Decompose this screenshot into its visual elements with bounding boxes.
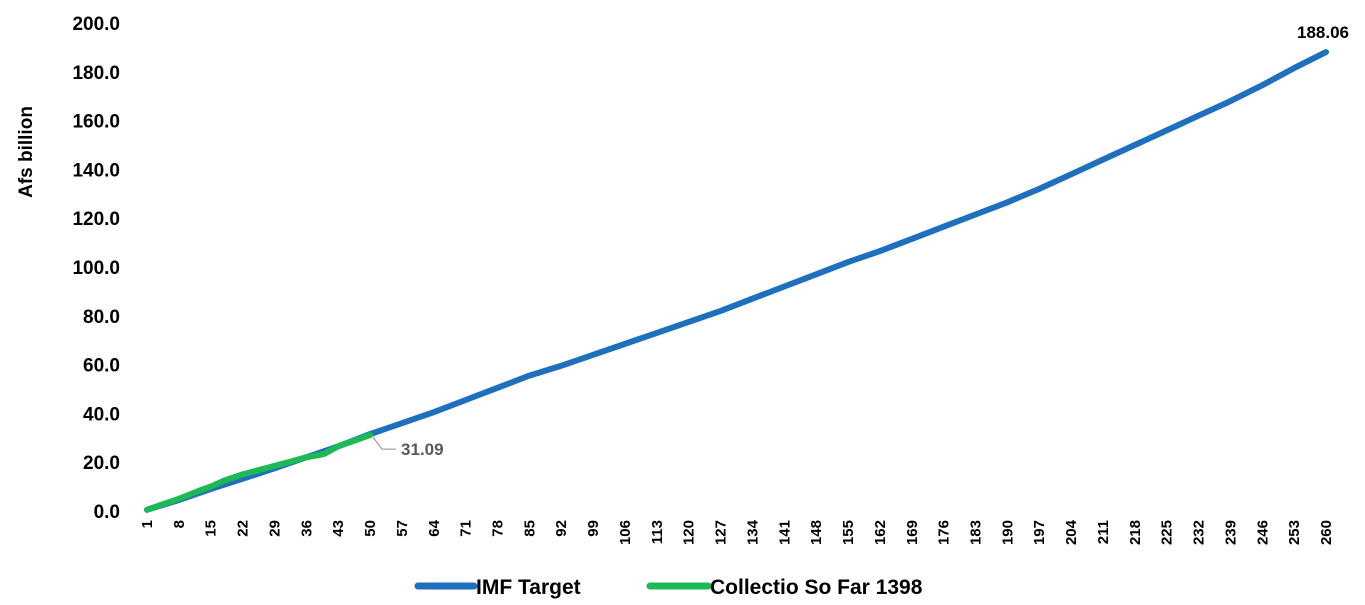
x-tick-label: 36 <box>298 520 315 537</box>
y-axis-ticks: 0.0 20.0 40.0 60.0 80.0 100.0 120.0 140.0 160.0 1… <box>72 14 120 523</box>
x-tick-label: 64 <box>426 519 443 536</box>
x-tick-label: 169 <box>904 520 921 545</box>
x-tick-label: 8 <box>171 520 188 528</box>
x-tick-label: 141 <box>776 520 793 545</box>
x-tick-label: 99 <box>585 520 602 537</box>
x-tick-label: 162 <box>872 520 889 545</box>
x-tick-label: 176 <box>936 520 953 545</box>
x-tick-label: 148 <box>808 520 825 545</box>
x-tick-label: 190 <box>999 520 1016 545</box>
x-tick-label: 29 <box>266 520 283 537</box>
y-tick-label: 180.0 <box>72 63 120 84</box>
x-tick-label: 260 <box>1318 520 1335 545</box>
end-label-collection: 31.09 <box>401 440 444 459</box>
x-tick-label: 134 <box>744 519 761 545</box>
data-labels: 188.06 31.09 <box>372 23 1349 459</box>
y-tick-label: 0.0 <box>94 502 120 523</box>
x-tick-label: 71 <box>458 520 475 537</box>
x-tick-label: 106 <box>617 520 634 545</box>
x-tick-label: 50 <box>362 520 379 537</box>
y-tick-label: 100.0 <box>72 258 120 279</box>
x-tick-label: 120 <box>681 520 698 545</box>
x-tick-label: 155 <box>840 520 857 545</box>
legend: IMF Target Collectio So Far 1398 <box>414 576 923 599</box>
x-tick-label: 239 <box>1222 520 1239 545</box>
y-tick-label: 140.0 <box>72 160 120 181</box>
x-tick-label: 127 <box>713 520 730 545</box>
y-tick-label: 60.0 <box>83 356 120 377</box>
legend-label-1: Collectio So Far 1398 <box>710 576 923 599</box>
legend-label-0: IMF Target <box>476 576 581 599</box>
x-tick-label: 204 <box>1063 519 1080 545</box>
x-axis-ticks: 1 8 15 22 29 36 43 50 57 64 71 78 85 92 99 106 113 120 127… <box>139 519 1335 545</box>
x-tick-label: 183 <box>967 520 984 545</box>
y-tick-label: 80.0 <box>83 307 120 328</box>
series-line-0 <box>144 49 1329 513</box>
x-tick-label: 1 <box>139 520 156 528</box>
x-tick-label: 225 <box>1159 520 1176 545</box>
x-tick-label: 92 <box>553 520 570 537</box>
x-tick-label: 113 <box>649 520 666 544</box>
x-tick-label: 232 <box>1191 520 1208 545</box>
x-tick-label: 246 <box>1254 520 1271 545</box>
x-tick-label: 218 <box>1127 520 1144 545</box>
end-label-imf-target: 188.06 <box>1297 23 1349 42</box>
series-line-1 <box>144 432 374 513</box>
x-tick-label: 85 <box>521 520 538 537</box>
y-tick-label: 200.0 <box>72 14 120 35</box>
x-tick-label: 211 <box>1095 520 1112 544</box>
x-tick-label: 43 <box>330 520 347 537</box>
y-tick-label: 160.0 <box>72 112 120 133</box>
y-tick-label: 40.0 <box>83 404 120 425</box>
series-lines <box>144 49 1329 513</box>
x-tick-label: 15 <box>203 520 220 537</box>
x-tick-label: 253 <box>1286 520 1303 545</box>
x-tick-label: 78 <box>490 520 507 537</box>
x-tick-label: 57 <box>394 520 411 537</box>
y-tick-label: 20.0 <box>83 453 120 474</box>
y-tick-label: 120.0 <box>72 209 120 230</box>
leader-line-collection <box>372 436 397 450</box>
x-tick-label: 22 <box>235 520 252 537</box>
x-tick-label: 197 <box>1031 520 1048 545</box>
y-axis-title: Afs billion <box>16 106 37 198</box>
